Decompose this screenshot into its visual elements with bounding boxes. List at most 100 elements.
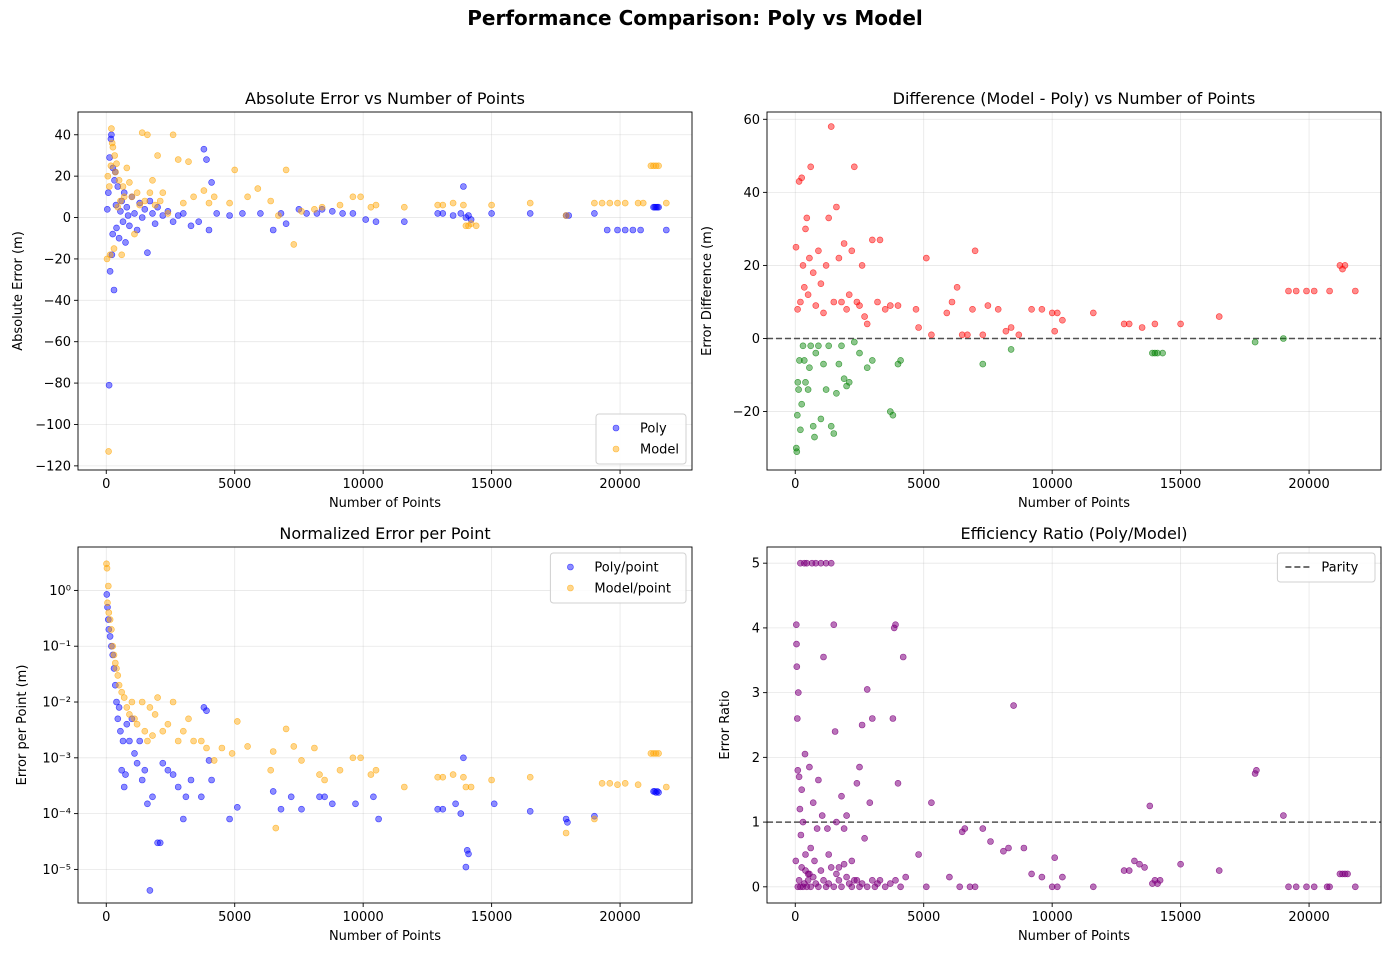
subplot-title: Absolute Error vs Number of Points bbox=[245, 89, 525, 108]
data-point bbox=[434, 773, 442, 781]
data-point bbox=[958, 331, 966, 339]
data-point bbox=[321, 776, 328, 784]
data-point bbox=[146, 704, 154, 711]
data-point bbox=[1038, 305, 1046, 313]
data-point bbox=[953, 283, 961, 291]
data-point bbox=[339, 210, 346, 217]
data-point bbox=[318, 206, 326, 213]
data-point bbox=[349, 210, 357, 217]
data-point bbox=[1125, 320, 1133, 328]
data-point bbox=[110, 665, 118, 672]
data-point bbox=[806, 364, 813, 372]
data-point bbox=[797, 426, 804, 434]
data-point bbox=[845, 378, 853, 386]
data-point bbox=[827, 123, 835, 130]
data-point bbox=[321, 793, 328, 801]
data-point bbox=[357, 193, 364, 201]
data-point bbox=[979, 360, 987, 368]
data-point bbox=[830, 430, 838, 437]
data-point bbox=[956, 883, 964, 891]
data-point bbox=[144, 737, 151, 745]
y-tick-label: 3 bbox=[752, 686, 760, 701]
y-axis-label: Error per Point (m) bbox=[15, 665, 30, 786]
data-point bbox=[606, 199, 614, 207]
data-point bbox=[1002, 327, 1010, 335]
data-point bbox=[871, 883, 879, 891]
data-point bbox=[1054, 309, 1061, 317]
data-point bbox=[797, 298, 804, 306]
data-point bbox=[434, 210, 442, 217]
data-point bbox=[109, 230, 116, 238]
data-point bbox=[210, 757, 218, 764]
data-point bbox=[328, 800, 336, 808]
data-point bbox=[889, 411, 897, 419]
data-point bbox=[234, 718, 241, 725]
y-tick-label: 10⁻¹ bbox=[42, 640, 71, 655]
data-point bbox=[1251, 338, 1259, 346]
data-point bbox=[154, 839, 161, 847]
data-point bbox=[275, 212, 282, 219]
data-point bbox=[349, 754, 357, 762]
data-point bbox=[316, 793, 323, 801]
data-point bbox=[151, 201, 159, 209]
data-point bbox=[131, 750, 138, 757]
data-point bbox=[822, 386, 830, 393]
data-point bbox=[591, 210, 598, 217]
data-point bbox=[1038, 873, 1046, 881]
x-tick-label: 10000 bbox=[342, 910, 383, 925]
data-point bbox=[825, 342, 833, 350]
data-point bbox=[526, 807, 534, 815]
data-point bbox=[119, 183, 127, 190]
axes-frame bbox=[766, 111, 1382, 471]
data-point bbox=[815, 247, 822, 255]
data-point bbox=[372, 218, 380, 225]
data-point bbox=[1352, 883, 1359, 891]
data-point bbox=[815, 776, 822, 784]
data-point bbox=[113, 160, 120, 167]
data-point bbox=[375, 815, 382, 823]
data-point bbox=[112, 201, 120, 209]
data-point bbox=[833, 389, 840, 397]
data-point bbox=[187, 222, 195, 230]
data-point bbox=[894, 779, 902, 787]
data-point bbox=[1215, 867, 1223, 874]
data-point bbox=[104, 206, 111, 213]
data-point bbox=[1051, 327, 1058, 335]
data-point bbox=[858, 880, 866, 887]
data-point bbox=[180, 727, 187, 735]
data-point bbox=[564, 818, 571, 826]
data-point bbox=[290, 241, 298, 248]
data-point bbox=[827, 559, 835, 567]
data-point bbox=[159, 727, 167, 735]
data-point bbox=[290, 743, 298, 750]
data-point bbox=[1292, 287, 1300, 295]
data-point bbox=[795, 386, 802, 393]
data-point bbox=[798, 174, 806, 182]
data-point bbox=[662, 226, 670, 234]
data-point bbox=[833, 818, 840, 826]
data-point bbox=[190, 737, 197, 745]
data-point bbox=[311, 206, 318, 213]
y-axis-label: Absolute Error (m) bbox=[11, 231, 26, 351]
data-point bbox=[488, 210, 495, 217]
data-point bbox=[838, 342, 845, 350]
data-point bbox=[915, 851, 922, 858]
data-point bbox=[463, 846, 471, 854]
data-point bbox=[562, 815, 570, 823]
data-point bbox=[815, 342, 822, 350]
data-point bbox=[843, 305, 850, 313]
data-point bbox=[146, 189, 154, 196]
data-point bbox=[144, 249, 151, 256]
data-point bbox=[830, 298, 838, 306]
data-point bbox=[136, 201, 143, 209]
data-point bbox=[114, 183, 122, 190]
data-point bbox=[621, 779, 629, 787]
data-point bbox=[169, 131, 177, 139]
y-tick-label: 10⁻⁴ bbox=[42, 807, 71, 822]
data-point bbox=[141, 206, 149, 213]
data-point bbox=[794, 305, 801, 313]
data-point bbox=[1051, 854, 1058, 862]
scatter-points bbox=[792, 123, 1359, 456]
y-tick-label: 0 bbox=[63, 211, 71, 226]
data-point bbox=[164, 210, 172, 217]
